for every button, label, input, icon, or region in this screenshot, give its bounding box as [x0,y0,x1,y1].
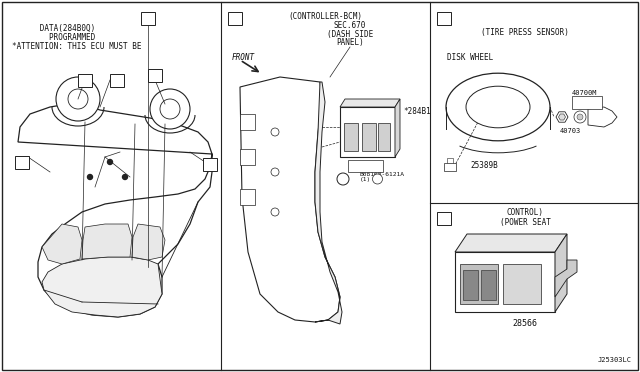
Text: C: C [83,76,88,84]
Bar [463,270,478,300]
Bar [228,12,242,25]
Text: *ATTENTION: THIS ECU MUST BE: *ATTENTION: THIS ECU MUST BE [12,42,141,51]
Ellipse shape [466,86,530,128]
Circle shape [150,89,190,129]
Text: B: B [341,176,345,182]
Bar [437,212,451,225]
Polygon shape [556,112,568,122]
Bar [240,114,255,130]
Polygon shape [42,257,162,317]
Bar [348,160,383,172]
Circle shape [271,168,279,176]
Text: J25303LC: J25303LC [598,357,632,363]
Text: (TIRE PRESS SENSOR): (TIRE PRESS SENSOR) [481,28,569,36]
Text: DATA(284B0Q): DATA(284B0Q) [12,24,95,33]
Polygon shape [132,224,165,260]
Circle shape [122,174,127,180]
Bar [78,74,92,87]
Ellipse shape [446,73,550,141]
Polygon shape [42,224,82,264]
Text: 28566: 28566 [513,320,538,328]
Text: SEC.670: SEC.670 [334,20,366,29]
Text: PROGRAMMED: PROGRAMMED [12,33,95,42]
Polygon shape [555,260,577,297]
Text: (POWER SEAT: (POWER SEAT [500,218,550,227]
Circle shape [577,114,583,120]
Bar [572,96,602,109]
Bar [362,123,376,151]
Bar [141,12,155,25]
Text: C: C [207,160,212,169]
Polygon shape [395,99,400,157]
Bar [240,189,255,205]
Polygon shape [340,99,400,107]
Bar [444,163,456,171]
Polygon shape [18,102,212,317]
Text: 40702: 40702 [577,99,598,105]
Circle shape [337,173,349,185]
Polygon shape [240,77,340,322]
Text: C: C [442,214,447,223]
Polygon shape [559,114,566,120]
Polygon shape [588,107,617,127]
Text: *284B1: *284B1 [403,108,431,116]
Circle shape [56,77,100,121]
Circle shape [108,160,113,164]
Text: DISK WHEEL: DISK WHEEL [447,52,493,61]
Bar [455,252,555,312]
Text: B: B [152,71,157,80]
Bar [15,155,29,169]
Bar [110,74,124,87]
Circle shape [68,89,88,109]
Bar [481,270,496,300]
Text: C: C [19,157,25,167]
Bar [148,68,162,81]
Circle shape [574,111,586,123]
Polygon shape [555,234,567,312]
Text: A: A [115,76,120,84]
Bar [240,149,255,165]
Bar [503,264,541,304]
Text: CONTROL): CONTROL) [506,208,543,217]
Polygon shape [82,224,132,259]
Text: (CONTROLLER-BCM): (CONTROLLER-BCM) [289,13,362,22]
Bar [203,157,217,170]
Text: FRONT: FRONT [232,52,255,61]
Polygon shape [455,234,567,252]
Bar [378,123,390,151]
Circle shape [160,99,180,119]
Bar [344,123,358,151]
Circle shape [372,174,383,184]
Text: (DASH SIDE: (DASH SIDE [327,29,373,38]
Text: C: C [145,13,150,22]
Text: 25389B: 25389B [470,160,498,170]
Circle shape [271,128,279,136]
Polygon shape [315,82,342,324]
Bar [460,264,498,304]
Bar [437,12,451,25]
Text: B08168-6121A
(1): B08168-6121A (1) [360,171,405,182]
Text: 40703: 40703 [560,128,581,134]
Text: PANEL): PANEL) [336,38,364,48]
Text: 40700M: 40700M [572,90,598,96]
Text: B: B [442,13,447,22]
Bar [340,107,395,157]
Circle shape [271,208,279,216]
Bar [447,158,453,163]
Circle shape [88,174,93,180]
Text: A: A [232,13,237,22]
